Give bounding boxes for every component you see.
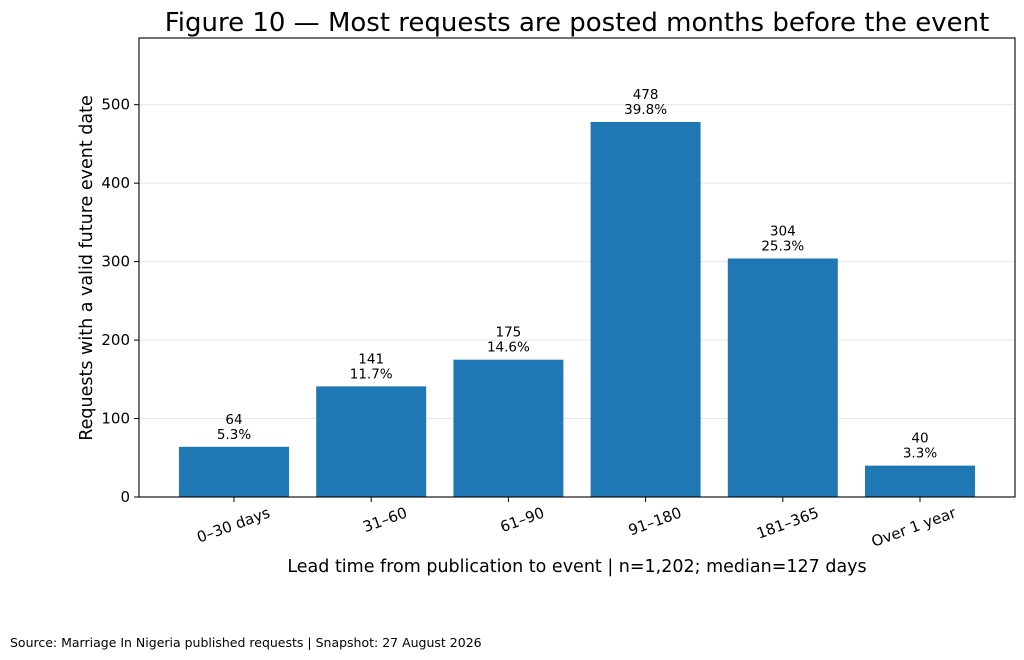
source-note: Source: Marriage In Nigeria published re…: [10, 635, 482, 650]
bar: [453, 359, 564, 497]
bar: [727, 258, 838, 497]
bar-value-label: 40: [911, 431, 928, 447]
y-tick-label: 400: [101, 174, 130, 192]
bar-percent-label: 39.8%: [624, 102, 667, 118]
chart-title: Figure 10 — Most requests are posted mon…: [165, 8, 990, 38]
bar-percent-label: 25.3%: [761, 238, 804, 254]
bar: [179, 446, 289, 497]
y-tick-label: 200: [101, 331, 130, 349]
x-tick-label: 91–180: [626, 504, 684, 540]
y-axis-label: Requests with a valid future event date: [77, 95, 97, 440]
bars: [179, 121, 975, 497]
x-tick-label: 181–365: [754, 504, 821, 543]
x-tick-label: 31–60: [360, 504, 409, 537]
bar-percent-label: 14.6%: [487, 340, 530, 356]
gridlines: [139, 104, 1015, 420]
bar-value-label: 304: [770, 223, 796, 239]
x-tick-label: 61–90: [498, 504, 547, 537]
x-tick-label: 0–30 days: [195, 503, 273, 546]
bar-value-label: 175: [496, 325, 522, 341]
bar: [865, 465, 975, 497]
x-axis-ticks: 0–30 days 31–60 61–90 91–180 181–365 Over 1 y…: [195, 497, 959, 551]
plot-frame: [138, 37, 1016, 498]
bar-percent-label: 11.7%: [350, 366, 393, 382]
x-axis-label: Lead time from publication to event | n=…: [287, 557, 866, 577]
bar: [590, 121, 701, 497]
y-tick-label: 100: [101, 410, 130, 428]
x-tick-label: Over 1 year: [869, 503, 959, 551]
bar-value-label: 141: [358, 351, 384, 367]
bar-value-label: 64: [225, 412, 242, 428]
bar: [316, 386, 427, 497]
y-tick-label: 300: [101, 253, 130, 271]
y-axis-ticks: 0 100 200 300 400 500: [101, 96, 139, 506]
bar-percent-label: 3.3%: [903, 446, 937, 462]
y-tick-label: 0: [120, 488, 130, 506]
y-tick-label: 500: [101, 96, 130, 114]
bar-value-label: 478: [633, 87, 659, 103]
bar-percent-label: 5.3%: [217, 427, 251, 443]
